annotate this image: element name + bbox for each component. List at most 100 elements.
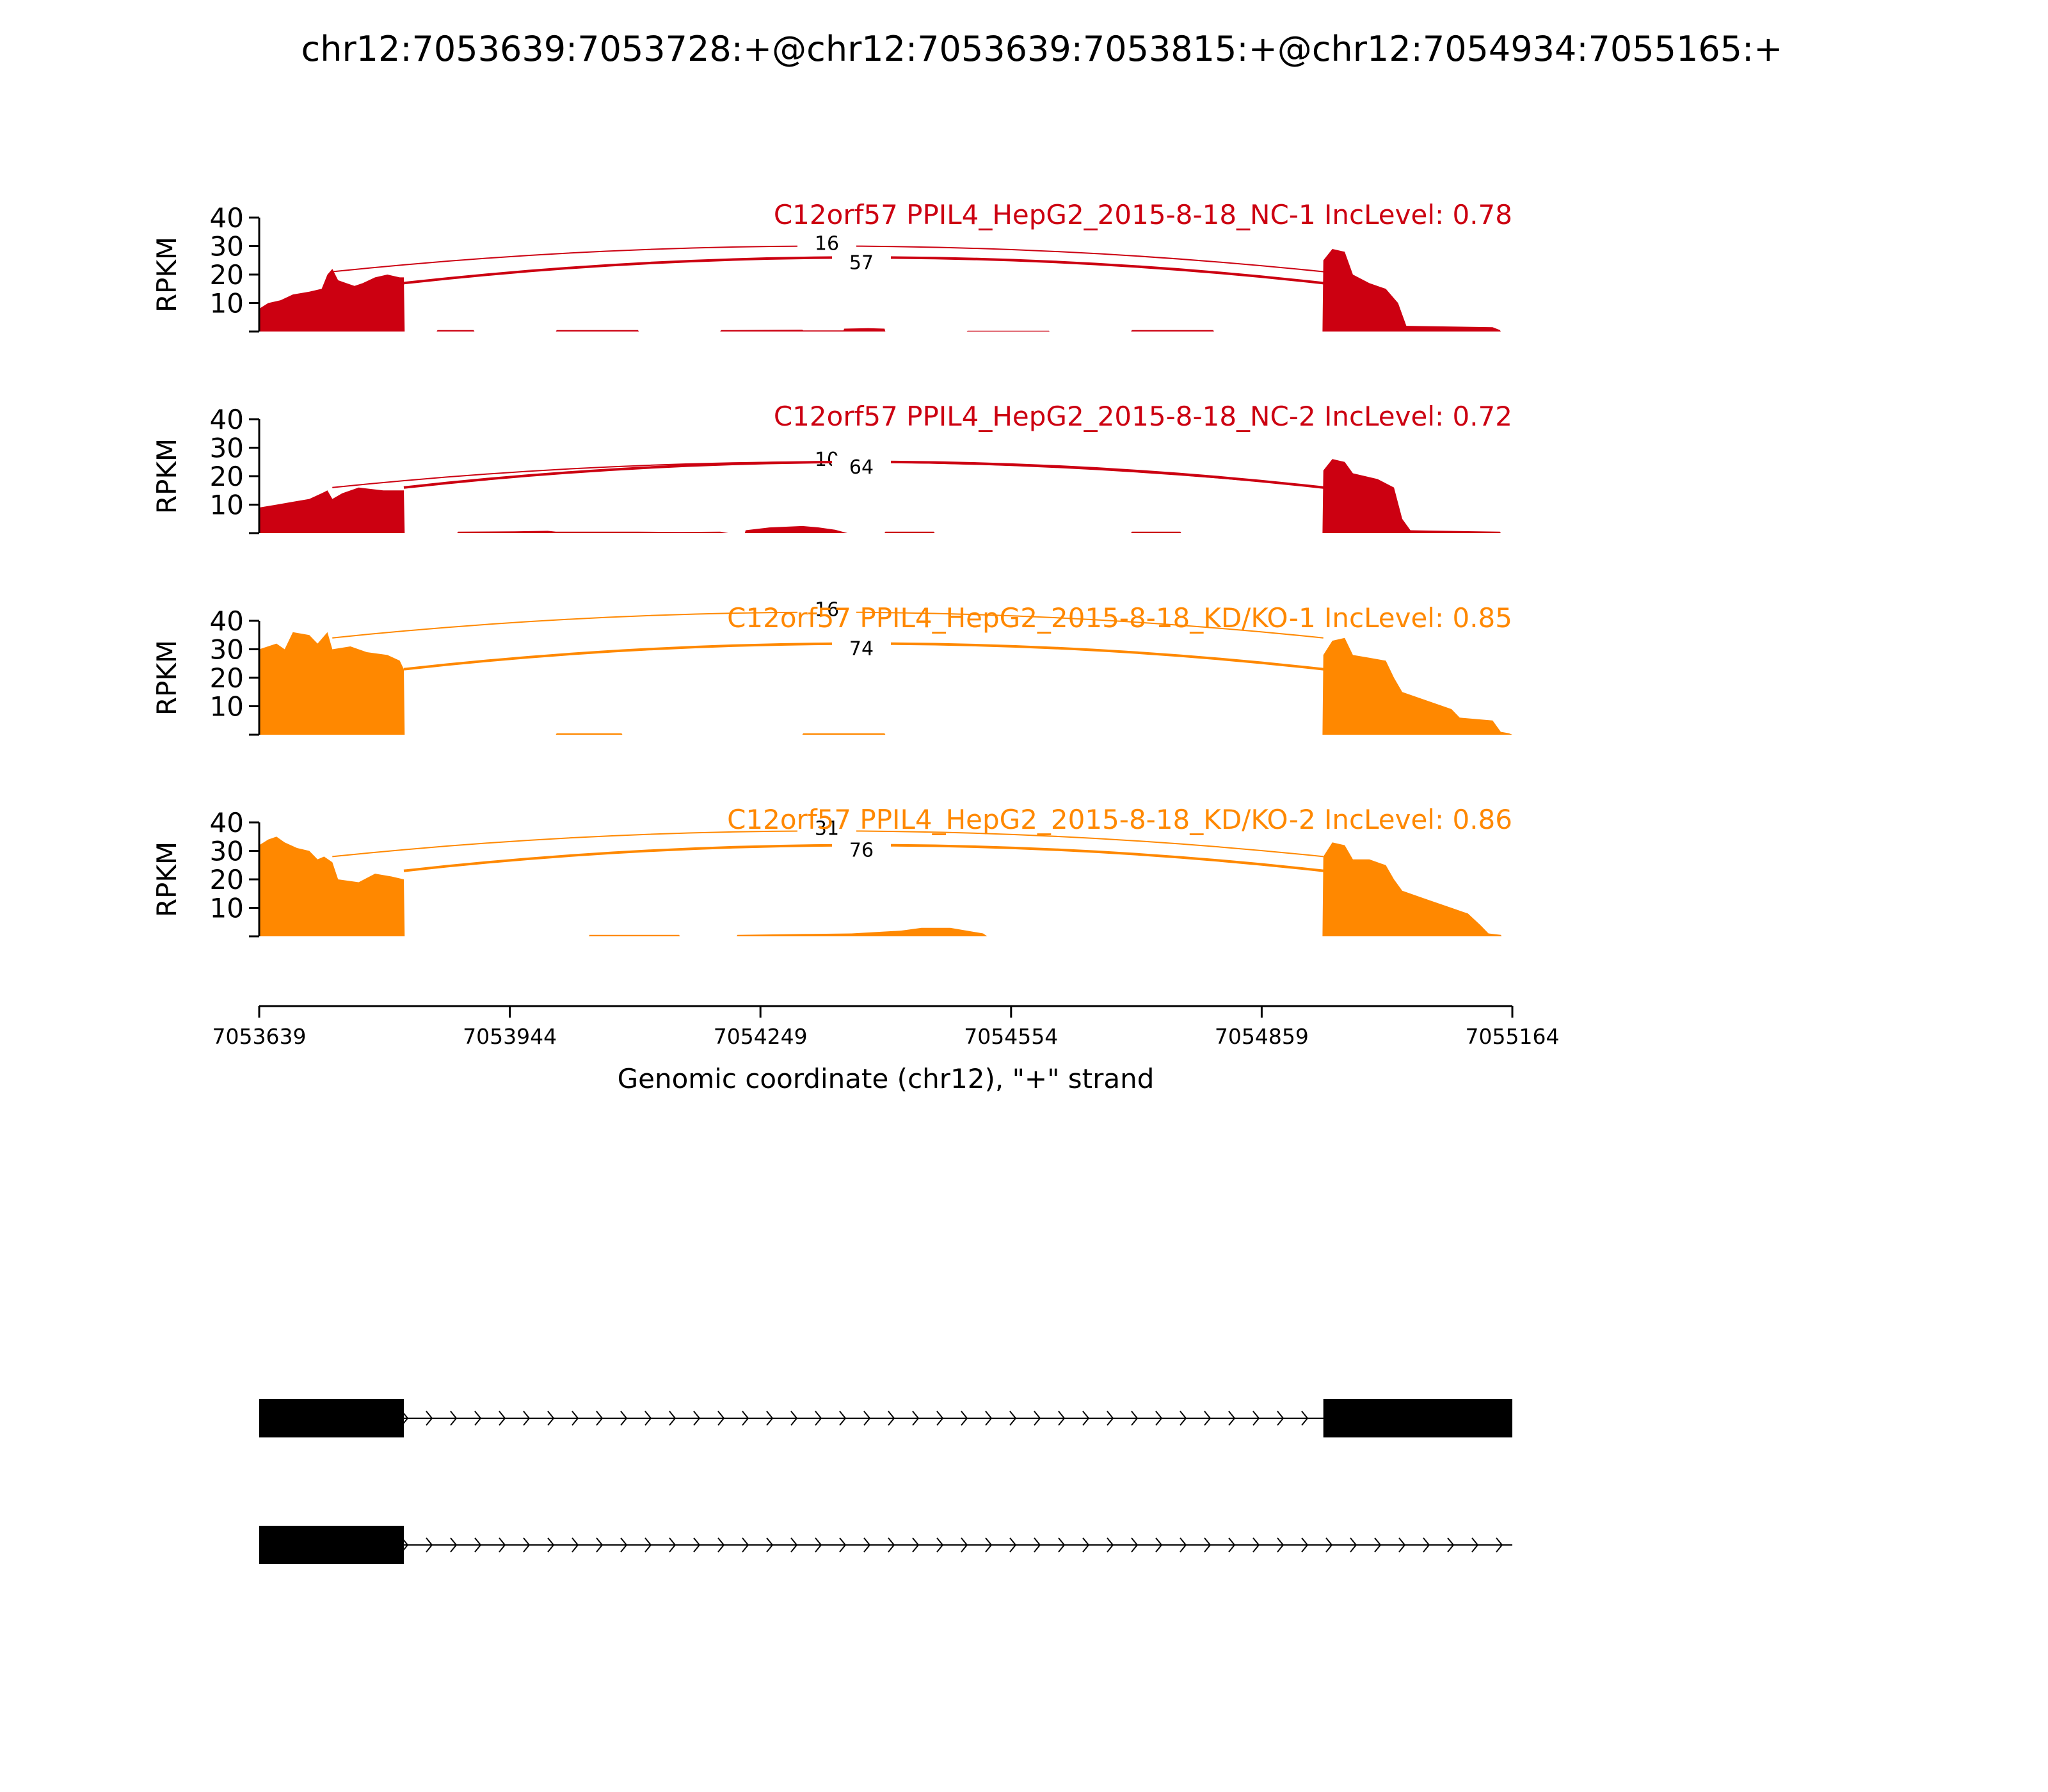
x-tick-label: 7053944: [463, 1024, 557, 1049]
strand-arrow: [912, 1537, 920, 1553]
strand-arrow: [620, 1537, 628, 1553]
x-tick-label: 7055164: [1466, 1024, 1560, 1049]
strand-arrow: [985, 1537, 993, 1553]
y-axis-label: RPKM: [151, 237, 182, 312]
x-tick-label: 7054249: [714, 1024, 808, 1049]
strand-arrow: [766, 1411, 774, 1426]
strand-arrow: [863, 1411, 871, 1426]
transcript-2: [259, 1526, 1512, 1564]
strand-arrow: [644, 1411, 652, 1426]
strand-arrow: [1374, 1537, 1382, 1553]
coverage-area: [259, 249, 1501, 332]
junction-count: 74: [849, 638, 874, 660]
strand-arrow: [474, 1411, 482, 1426]
coverage-area: [259, 632, 1512, 735]
strand-arrow: [888, 1537, 895, 1553]
y-tick-label: 20: [210, 662, 244, 694]
y-tick-label: 40: [210, 605, 244, 637]
y-tick-label: 30: [210, 231, 244, 262]
x-tick-label: 7053639: [212, 1024, 307, 1049]
strand-arrow: [790, 1537, 798, 1553]
track-label: C12orf57 PPIL4_HepG2_2015-8-18_KD/KO-1 I…: [727, 602, 1512, 634]
strand-arrow: [815, 1537, 822, 1553]
y-tick-label: 10: [210, 288, 244, 319]
junction-label-box: [832, 637, 891, 660]
x-axis-label: Genomic coordinate (chr12), "+" strand: [618, 1063, 1155, 1094]
strand-arrow: [1155, 1537, 1163, 1553]
y-tick-label: 30: [210, 836, 244, 867]
strand-arrow: [790, 1411, 798, 1426]
strand-arrow: [1228, 1411, 1236, 1426]
junction-count: 57: [849, 252, 874, 274]
y-tick-label: 10: [210, 893, 244, 924]
junction-count: 76: [849, 840, 874, 862]
strand-arrow: [523, 1411, 531, 1426]
junction-label-box: [832, 838, 891, 862]
exon-block: [259, 1399, 404, 1437]
strand-arrow: [1471, 1537, 1479, 1553]
strand-arrow: [985, 1411, 993, 1426]
x-axis: 7053639 7053944 7054249 7054554 7054859 70551…: [212, 1005, 1560, 1049]
track-label: C12orf57 PPIL4_HepG2_2015-8-18_NC-2 IncL…: [774, 401, 1512, 432]
strand-arrow: [1204, 1537, 1212, 1553]
exon-block: [1323, 1399, 1512, 1437]
y-tick-label: 20: [210, 259, 244, 291]
strand-arrow: [1325, 1537, 1333, 1553]
junction-label-box: [797, 817, 856, 840]
strand-arrow: [1034, 1411, 1041, 1426]
junction-label-box: [797, 598, 856, 621]
strand-arrow: [888, 1411, 895, 1426]
strand-arrow: [1252, 1411, 1260, 1426]
y-tick-label: 40: [210, 202, 244, 234]
coverage-area: [259, 459, 1501, 533]
y-tick-label: 30: [210, 634, 244, 666]
strand-arrow: [1277, 1537, 1284, 1553]
strand-arrow: [572, 1411, 579, 1426]
strand-arrow: [644, 1537, 652, 1553]
y-axis-label: RPKM: [151, 842, 182, 917]
strand-arrow: [547, 1411, 555, 1426]
coverage-area: [259, 836, 1502, 936]
strand-arrow: [1277, 1411, 1284, 1426]
strand-arrow: [1447, 1537, 1455, 1553]
strand-arrow: [669, 1411, 676, 1426]
track-label: C12orf57 PPIL4_HepG2_2015-8-18_KD/KO-2 I…: [727, 804, 1512, 835]
strand-arrow: [572, 1537, 579, 1553]
strand-arrow: [693, 1537, 701, 1553]
strand-arrow: [1131, 1411, 1139, 1426]
strand-arrow: [499, 1537, 506, 1553]
transcript-1: [259, 1399, 1512, 1437]
strand-arrow: [620, 1411, 628, 1426]
strand-arrow: [450, 1537, 458, 1553]
strand-arrow: [1228, 1537, 1236, 1553]
strand-arrow: [1058, 1537, 1066, 1553]
strand-arrow: [961, 1411, 968, 1426]
junction-count: 31: [815, 817, 839, 840]
strand-arrow: [717, 1411, 725, 1426]
strand-arrow: [839, 1411, 847, 1426]
strand-arrow: [1423, 1537, 1430, 1553]
y-axis-label: RPKM: [151, 640, 182, 716]
strand-arrow: [1058, 1411, 1066, 1426]
strand-arrow: [1252, 1537, 1260, 1553]
plot-title: chr12:7053639:7053728:+@chr12:7053639:70…: [301, 29, 1783, 69]
strand-arrow: [1301, 1537, 1309, 1553]
strand-arrow: [596, 1411, 604, 1426]
track-label: C12orf57 PPIL4_HepG2_2015-8-18_NC-1 IncL…: [774, 199, 1512, 230]
strand-arrow: [693, 1411, 701, 1426]
junction-label-box: [832, 455, 891, 479]
strand-arrow: [1107, 1411, 1114, 1426]
strand-arrow: [450, 1411, 458, 1426]
strand-arrow: [1107, 1537, 1114, 1553]
strand-arrow: [1034, 1537, 1041, 1553]
strand-arrow: [1082, 1411, 1090, 1426]
x-tick-label: 7054554: [964, 1024, 1058, 1049]
strand-arrow: [1301, 1411, 1309, 1426]
